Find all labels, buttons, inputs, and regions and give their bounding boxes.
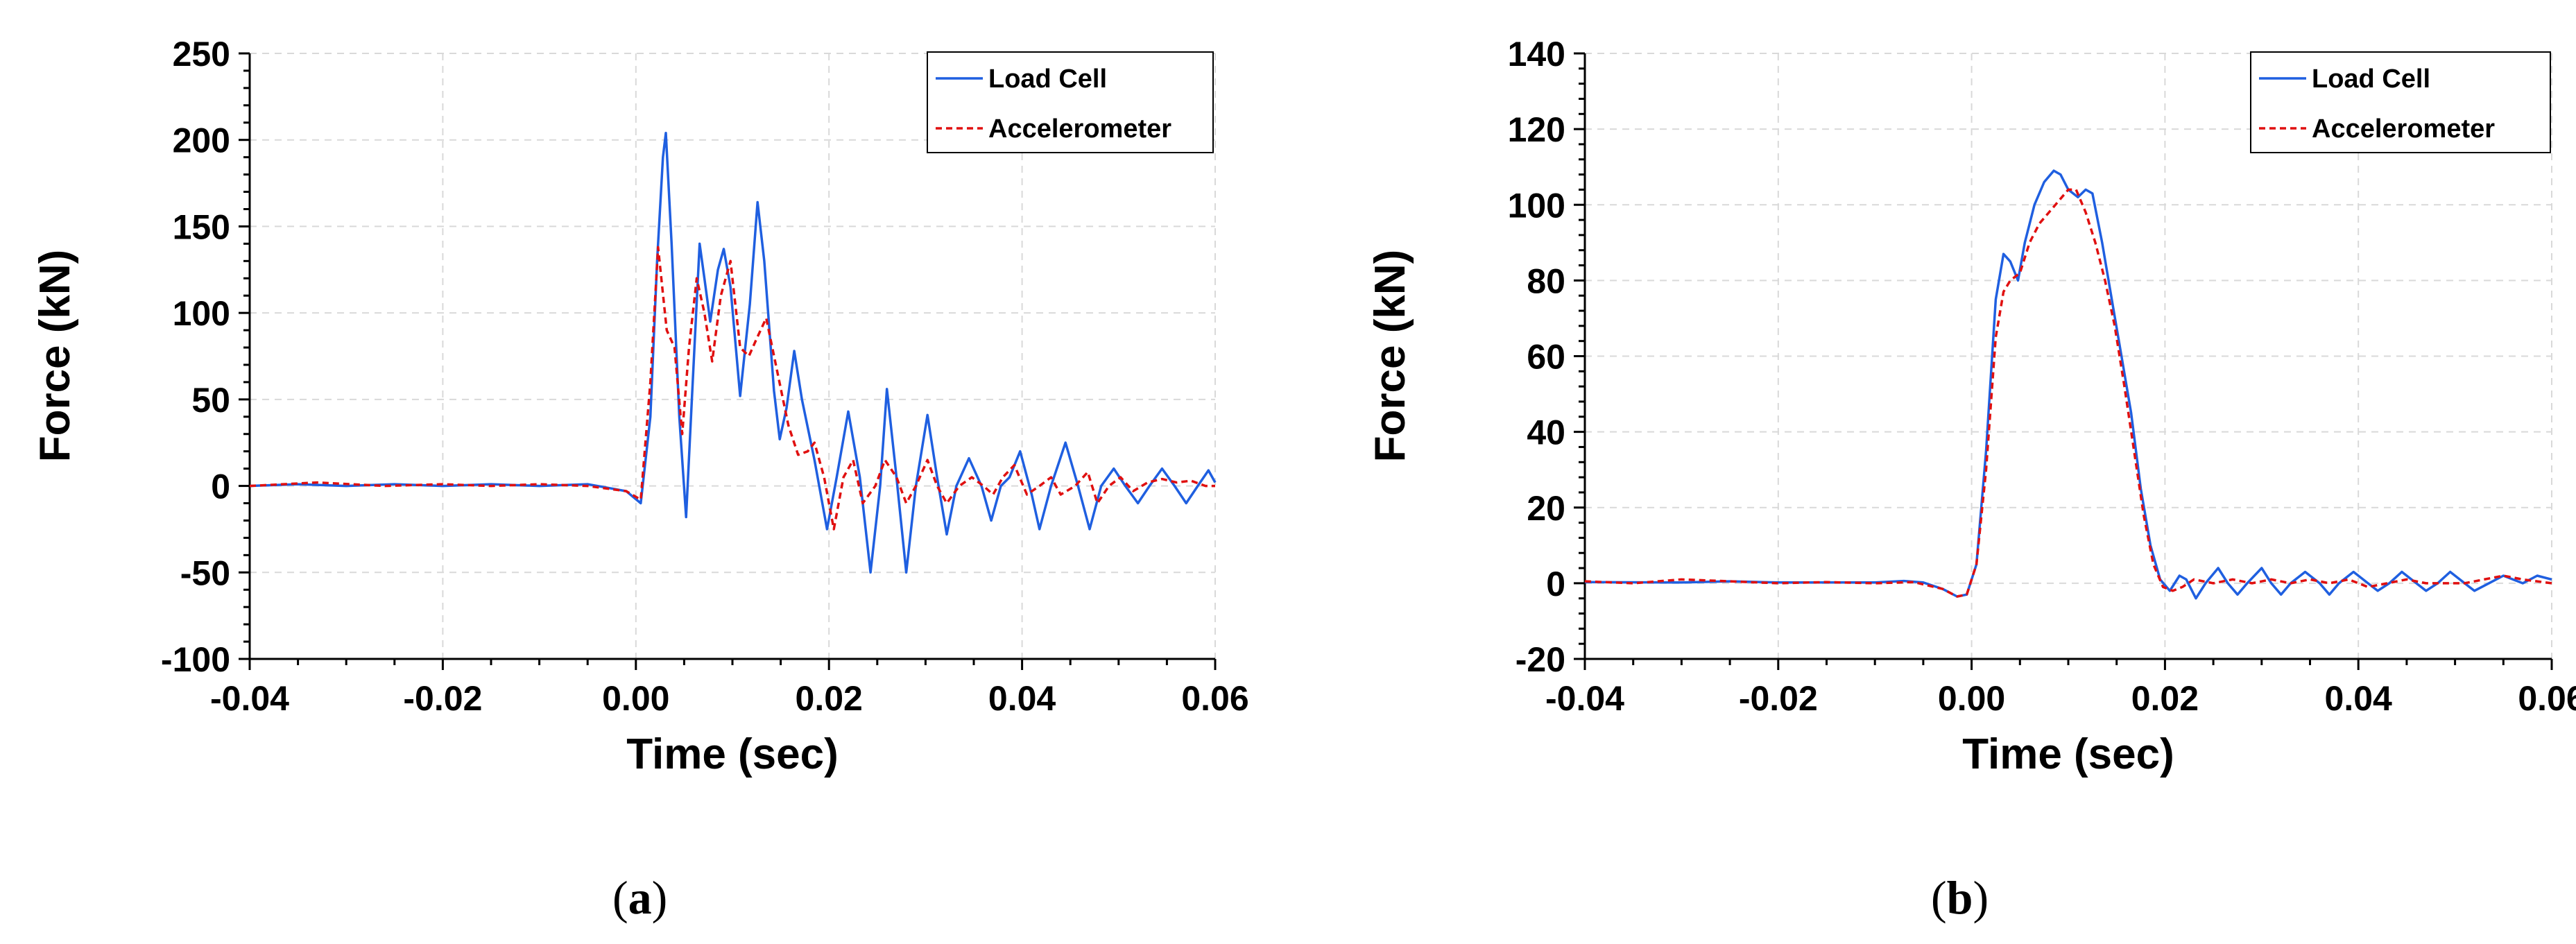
y-tick-label: -50 [180,553,230,592]
x-tick-label: 0.00 [602,679,669,718]
x-tick-label: -0.02 [403,679,482,718]
load-cell-series-line [249,131,1217,574]
legend: Load Cell Accelerometer [2250,51,2551,153]
x-tick-label: 0.06 [2518,679,2576,718]
x-tick-label: -0.04 [1545,679,1624,718]
y-tick-label: 0 [1546,565,1565,603]
caption-b: (b) [1931,871,1989,924]
legend-label: Accelerometer [988,114,1171,144]
accelerometer-series-line [249,246,1215,531]
y-tick-label: 140 [1508,35,1565,74]
x-tick-label: 0.00 [1938,679,2005,718]
x-tick-label: 0.06 [1181,679,1248,718]
chart-b: -20 0 20 40 60 80 100 120 140 -0.04 -0.02 0.00 0.02 0… [1366,35,2576,778]
load-cell-series-line [1584,169,2552,600]
legend-box [927,51,1214,153]
y-tick-label: 120 [1508,110,1565,149]
panel-a: -100 -50 0 50 100 150 200 250 -0.04 -0.02 0.00 0.02… [31,35,1249,924]
y-tick-label: 200 [173,121,230,160]
y-tick-label: 250 [173,35,230,74]
legend: Load Cell Accelerometer [927,51,1214,153]
x-tick-label: -0.04 [210,679,289,718]
y-axis-title: Force (kN) [1366,250,1414,463]
y-tick-label: 100 [173,294,230,333]
y-tick-label: 60 [1527,338,1565,377]
y-tick-label: 80 [1527,261,1565,300]
legend-box [2250,51,2551,153]
y-tick-label: 20 [1527,489,1565,528]
x-tick-label: -0.02 [1739,679,1818,718]
y-tick-label: 50 [191,381,230,420]
panel-b: -20 0 20 40 60 80 100 120 140 -0.04 -0.02 0.00 0.02 0… [1288,0,2576,944]
y-tick-label: 0 [211,467,230,506]
caption-a: (a) [612,871,668,924]
y-tick-label: -20 [1515,640,1565,679]
y-tick-label: -100 [161,640,230,679]
accelerometer-series-line [1584,188,2552,598]
legend-label: Load Cell [988,65,1107,94]
chart-a: -100 -50 0 50 100 150 200 250 -0.04 -0.02 0.00 0.02… [31,35,1249,778]
y-tick-label: 100 [1508,186,1565,225]
y-tick-label: 40 [1527,413,1565,452]
x-tick-label: 0.02 [2131,679,2199,718]
x-tick-label: 0.02 [796,679,863,718]
y-tick-label: 150 [173,207,230,246]
y-axis-title: Force (kN) [31,250,79,463]
x-tick-label: 0.04 [988,679,1056,718]
x-axis-title: Time (sec) [626,730,839,778]
x-tick-label: 0.04 [2325,679,2393,718]
legend-label: Accelerometer [2312,114,2495,144]
x-axis-title: Time (sec) [1962,730,2174,778]
legend-label: Load Cell [2312,65,2430,94]
